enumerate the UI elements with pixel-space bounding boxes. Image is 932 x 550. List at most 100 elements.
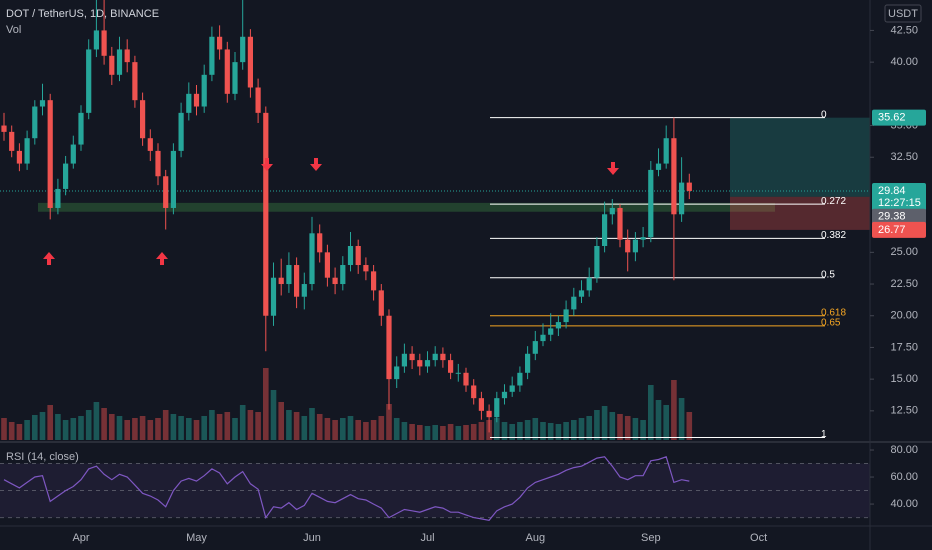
candle-body bbox=[255, 87, 261, 113]
volume-bar bbox=[170, 414, 177, 440]
candle-body bbox=[663, 138, 669, 164]
volume-bar bbox=[232, 418, 238, 440]
volume-label: Vol bbox=[6, 24, 21, 36]
candle-body bbox=[294, 265, 300, 297]
candle-body bbox=[355, 245, 361, 266]
volume-bar bbox=[440, 426, 446, 440]
down-arrow bbox=[607, 162, 619, 175]
candle-body bbox=[186, 93, 192, 113]
candle-body bbox=[324, 252, 330, 278]
candle-body bbox=[563, 309, 569, 323]
candle-body bbox=[594, 245, 600, 278]
candle-body bbox=[232, 62, 238, 94]
volume-bar bbox=[393, 418, 400, 440]
volume-bar bbox=[78, 416, 84, 440]
candle-body bbox=[471, 385, 477, 399]
candle-body bbox=[70, 144, 76, 164]
candle-body bbox=[124, 49, 130, 63]
y-tick-label: 20.00 bbox=[890, 310, 918, 322]
fib-label: 0.382 bbox=[821, 230, 846, 241]
candle-body bbox=[363, 265, 369, 272]
volume-bar bbox=[540, 422, 546, 440]
candle-body bbox=[602, 214, 608, 246]
volume-bar bbox=[547, 423, 554, 440]
candle-body bbox=[116, 49, 123, 75]
volume-bar bbox=[432, 425, 438, 440]
volume-bar bbox=[417, 425, 423, 440]
entry-label-box bbox=[872, 208, 926, 225]
volume-bar bbox=[101, 408, 107, 440]
x-tick-label: Jul bbox=[420, 532, 434, 544]
candle-body bbox=[270, 277, 277, 316]
candle-body bbox=[440, 353, 446, 361]
candle-body bbox=[617, 207, 623, 240]
fib-label: 0.65 bbox=[821, 318, 841, 329]
candle-body bbox=[417, 360, 423, 367]
x-tick-label: Jun bbox=[303, 532, 321, 544]
volume-bar bbox=[447, 424, 454, 440]
candle-body bbox=[486, 410, 492, 418]
down-arrow bbox=[310, 158, 322, 171]
volume-bar bbox=[563, 422, 569, 440]
candle-body bbox=[578, 290, 585, 297]
volume-bar bbox=[509, 424, 515, 440]
volume-bar bbox=[455, 426, 462, 440]
candle-body bbox=[32, 106, 38, 139]
volume-bar bbox=[116, 416, 123, 440]
candle-body bbox=[686, 182, 692, 191]
stop-label-box bbox=[872, 221, 926, 238]
candle-body bbox=[247, 36, 253, 88]
volume-bar bbox=[124, 420, 130, 440]
volume-bar bbox=[70, 418, 77, 440]
volume-bar bbox=[424, 426, 431, 440]
candle-body bbox=[409, 353, 415, 361]
candle-body bbox=[140, 100, 146, 139]
volume-bar bbox=[85, 410, 92, 440]
candle-body bbox=[132, 62, 138, 101]
x-tick-label: Oct bbox=[750, 532, 767, 544]
currency-box[interactable] bbox=[884, 4, 922, 23]
candle-body bbox=[655, 163, 662, 170]
candle-body bbox=[317, 233, 323, 253]
volume-bar bbox=[571, 420, 577, 440]
volume-bar bbox=[401, 422, 408, 440]
volume-bar bbox=[239, 405, 246, 440]
volume-bar bbox=[8, 422, 15, 440]
volume-bar bbox=[186, 418, 192, 440]
x-tick-label: Aug bbox=[526, 532, 546, 544]
volume-bar bbox=[363, 422, 369, 440]
volume-bar bbox=[147, 420, 154, 440]
last-price-label: 29.84 bbox=[878, 185, 906, 197]
candle-body bbox=[625, 239, 631, 253]
candle-body bbox=[679, 182, 685, 215]
candle-body bbox=[509, 385, 515, 392]
candle-body bbox=[55, 188, 61, 208]
candle-body bbox=[193, 93, 200, 107]
volume-bar bbox=[47, 405, 53, 440]
candle-body bbox=[209, 36, 215, 75]
candle-body bbox=[155, 150, 161, 177]
candle-body bbox=[548, 328, 554, 335]
currency: USDT bbox=[888, 8, 918, 20]
candle-body bbox=[555, 322, 561, 329]
volume-bar bbox=[347, 416, 354, 440]
candle-body bbox=[463, 372, 469, 386]
candle-body bbox=[386, 315, 392, 380]
y-tick-label: 17.50 bbox=[890, 341, 918, 353]
volume-bar bbox=[594, 410, 600, 440]
candle-body bbox=[217, 36, 223, 50]
candle-body bbox=[147, 138, 153, 151]
volume-bar bbox=[32, 415, 38, 440]
candle-body bbox=[24, 138, 30, 164]
volume-bar bbox=[586, 416, 592, 440]
volume-bar bbox=[178, 416, 184, 440]
volume-bar bbox=[671, 380, 677, 440]
y-tick-label: 15.00 bbox=[890, 373, 918, 385]
candle-body bbox=[78, 112, 84, 145]
volume-bar bbox=[355, 420, 361, 440]
volume-bar bbox=[663, 405, 669, 440]
rsi-tick-label: 60.00 bbox=[890, 471, 918, 483]
candle-body bbox=[586, 277, 592, 291]
